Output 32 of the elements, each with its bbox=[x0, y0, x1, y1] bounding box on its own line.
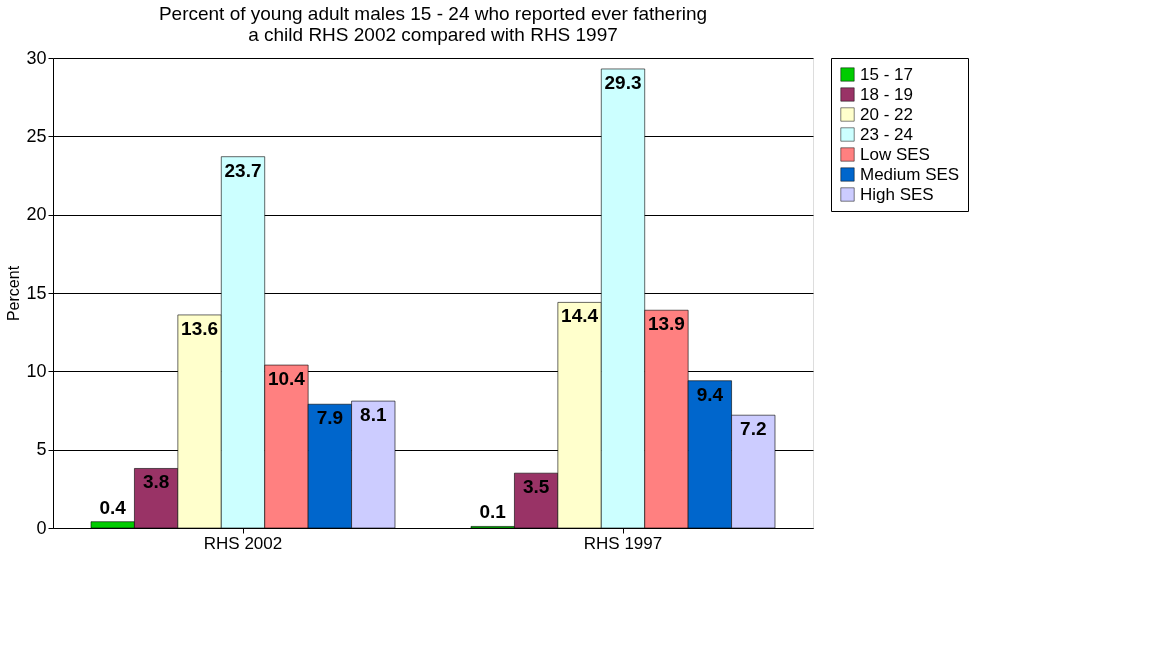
data-label: 13.9 bbox=[647, 313, 685, 335]
legend-label: 20 - 22 bbox=[860, 104, 913, 124]
y-tick-label: 5 bbox=[36, 439, 47, 460]
data-label: 7.9 bbox=[316, 407, 344, 429]
data-label: 13.6 bbox=[181, 317, 219, 339]
legend-label: 23 - 24 bbox=[860, 124, 913, 144]
data-label: 0.4 bbox=[99, 496, 127, 518]
data-label: 3.5 bbox=[522, 476, 550, 498]
data-label: 3.8 bbox=[142, 471, 170, 493]
legend-label: High SES bbox=[860, 184, 934, 204]
data-label: 14.4 bbox=[561, 305, 599, 327]
y-tick-label: 10 bbox=[26, 360, 47, 381]
x-tick-label: RHS 2002 bbox=[203, 533, 283, 553]
y-tick-label: 20 bbox=[26, 204, 47, 225]
legend-label: Medium SES bbox=[860, 164, 960, 184]
legend-label: Low SES bbox=[860, 144, 930, 164]
data-label: 23.7 bbox=[224, 159, 262, 181]
y-tick-label: 15 bbox=[26, 282, 47, 303]
legend-label: 15 - 17 bbox=[860, 64, 913, 84]
data-label: 29.3 bbox=[604, 71, 642, 93]
data-label: 10.4 bbox=[267, 368, 306, 390]
data-label: 0.1 bbox=[479, 501, 507, 523]
y-tick-label: 0 bbox=[36, 517, 47, 538]
chart-title: Percent of young adult males 15 - 24 who reported ever fathering a child RHS 2002 compared with RHS 1997 bbox=[158, 3, 708, 45]
y-tick-label: 25 bbox=[26, 125, 47, 146]
data-label: 8.1 bbox=[360, 404, 387, 426]
y-axis-title: Percent bbox=[5, 265, 23, 322]
y-tick-label: 30 bbox=[26, 47, 47, 68]
data-label: 9.4 bbox=[696, 383, 724, 405]
data-label: 7.2 bbox=[740, 418, 767, 440]
x-tick-label: RHS 1997 bbox=[583, 533, 663, 553]
legend-label: 18 - 19 bbox=[860, 84, 913, 104]
